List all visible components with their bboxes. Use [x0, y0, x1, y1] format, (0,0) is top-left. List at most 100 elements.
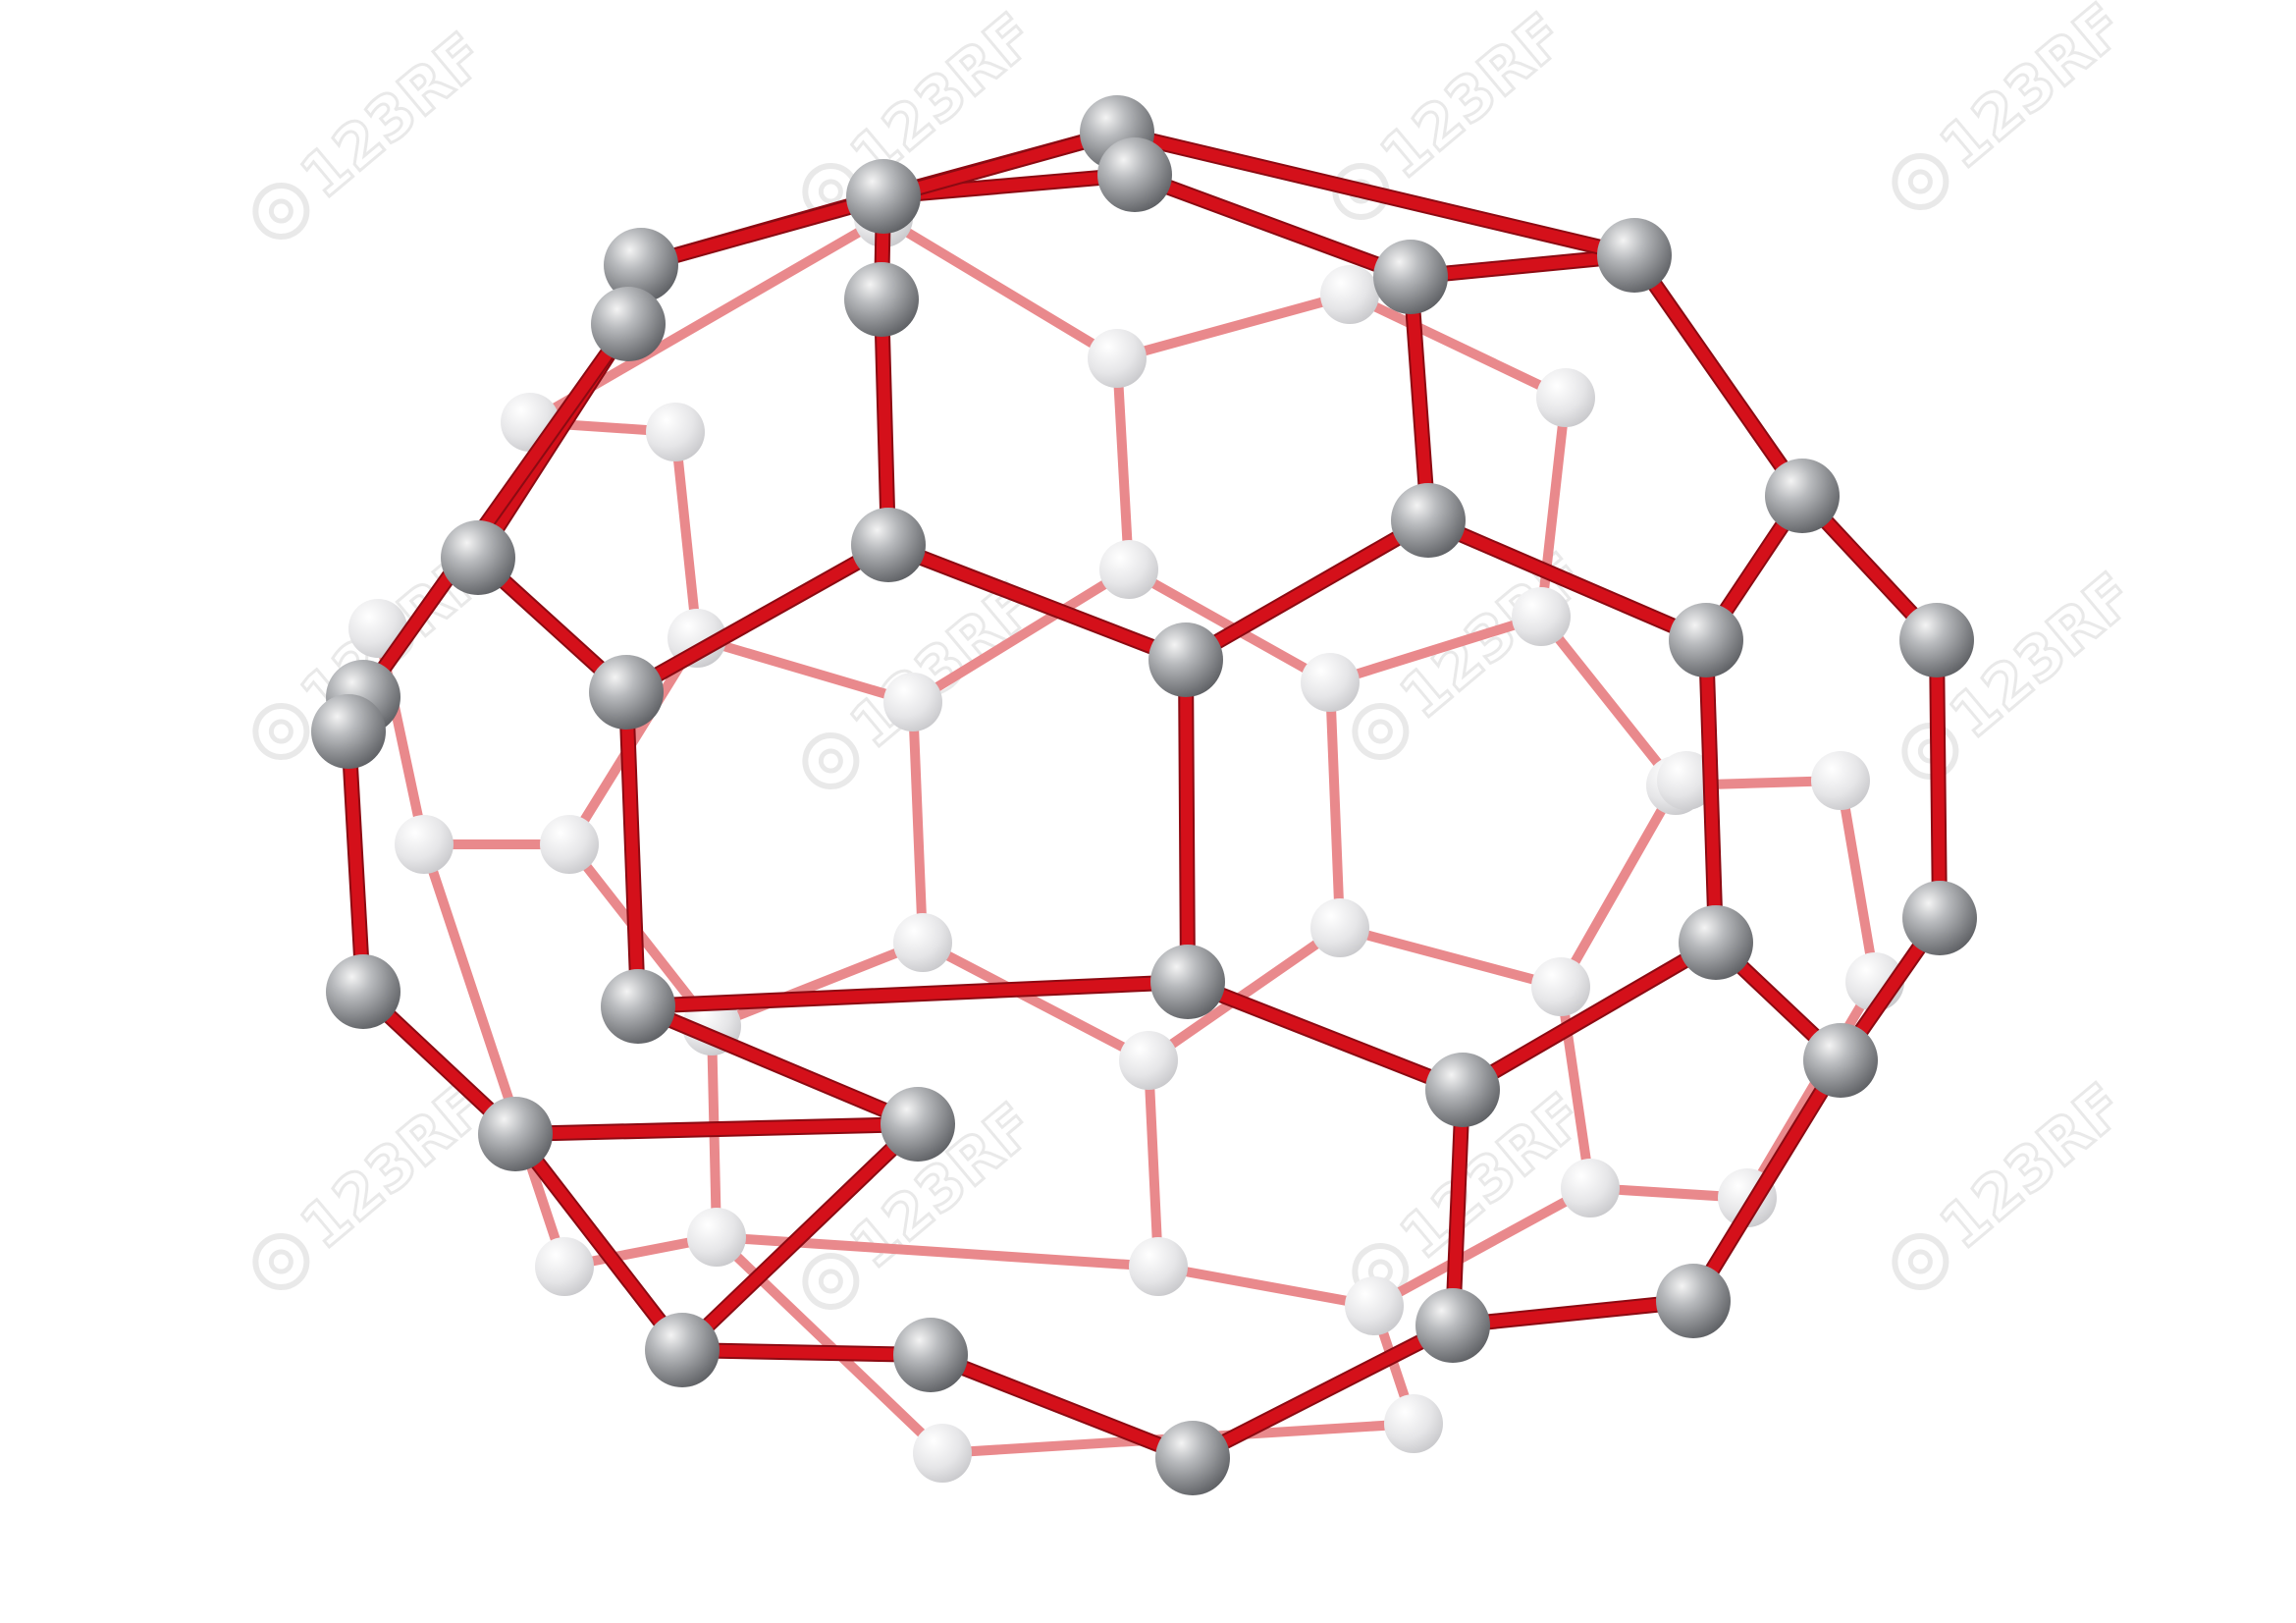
back-bond — [1325, 612, 1546, 687]
back-bond — [1742, 977, 1880, 1203]
front-atom — [846, 159, 921, 234]
back-bond — [1536, 393, 1571, 622]
back-atom — [1657, 751, 1716, 810]
front-atom — [326, 954, 400, 1029]
front-atom — [851, 508, 926, 582]
front-bond — [357, 318, 634, 703]
front-atom — [1803, 1023, 1878, 1098]
back-bond — [879, 213, 1122, 363]
front-bond — [632, 1001, 924, 1130]
front-atom — [1899, 603, 1974, 677]
front-bond — [1629, 249, 1808, 502]
back-bond — [1325, 677, 1345, 933]
front-atom — [1373, 240, 1448, 314]
camera-lens-icon — [252, 1232, 310, 1290]
back-atom — [1129, 1237, 1188, 1296]
back-bond — [670, 427, 702, 643]
back-atom — [1512, 587, 1571, 646]
front-bond — [925, 1349, 1199, 1464]
camera-lens-icon — [252, 702, 310, 760]
back-atom — [1384, 1394, 1443, 1453]
back-bond — [1836, 776, 1880, 987]
watermark: 123RF — [1901, 558, 2149, 780]
back-atom — [1531, 957, 1590, 1016]
camera-lens-icon — [1892, 1232, 1949, 1290]
back-bond — [692, 633, 918, 707]
back-atom — [1561, 1159, 1620, 1217]
watermark: 123RF — [1892, 0, 2139, 210]
back-atom — [1536, 368, 1595, 427]
back-atom — [540, 815, 599, 874]
front-bond — [1180, 654, 1194, 988]
front-atom — [1902, 881, 1977, 955]
front-bond — [509, 1118, 924, 1140]
front-bond — [1405, 271, 1434, 526]
back-atom — [687, 1208, 746, 1267]
back-atom — [1099, 540, 1158, 599]
front-bond — [343, 726, 369, 998]
front-bond — [1447, 1084, 1468, 1331]
front-bond — [620, 539, 894, 698]
watermark-label: 123RF — [1927, 0, 2138, 183]
back-atom — [1301, 653, 1360, 712]
watermark-label: 123RF — [1367, 0, 1578, 192]
back-atom — [395, 815, 454, 874]
front-atom — [1597, 218, 1672, 293]
front-atom — [1425, 1053, 1500, 1127]
front-bond — [1687, 1055, 1846, 1307]
camera-lens-icon — [802, 731, 860, 789]
front-bond — [509, 1128, 688, 1356]
back-atom — [535, 1237, 594, 1296]
front-atom — [1656, 1264, 1731, 1338]
front-atom — [881, 1087, 955, 1162]
back-bond — [1335, 923, 1566, 992]
back-bond — [1556, 982, 1595, 1193]
front-bond — [1129, 169, 1416, 283]
camera-lens-icon — [252, 182, 310, 240]
front-atom — [441, 520, 515, 595]
watermark: 123RF — [1892, 1068, 2139, 1290]
back-atom — [883, 673, 942, 731]
camera-lens-icon — [1352, 702, 1410, 760]
watermark: 123RF — [1332, 0, 1579, 220]
front-atom — [645, 1313, 720, 1387]
back-bond — [1556, 781, 1681, 992]
front-bond — [1422, 514, 1712, 646]
front-bond — [1700, 634, 1722, 948]
front-atom — [601, 969, 675, 1044]
back-bond — [419, 839, 569, 1271]
back-bond — [1536, 612, 1681, 790]
front-bond — [676, 1118, 924, 1356]
back-bond — [1369, 1183, 1595, 1311]
front-bond — [876, 294, 894, 551]
camera-lens-icon — [1892, 152, 1949, 210]
front-bond — [1405, 249, 1640, 283]
front-atom — [1155, 1421, 1230, 1495]
back-atom — [1811, 751, 1870, 810]
back-atom — [1310, 898, 1369, 957]
back-atom — [1088, 329, 1147, 388]
front-atom — [1391, 483, 1466, 558]
front-bond — [1111, 127, 1640, 261]
front-atoms — [311, 95, 1977, 1495]
back-bond — [908, 697, 928, 947]
camera-lens-icon — [802, 1252, 860, 1310]
front-atom — [591, 287, 666, 361]
front-bond — [1447, 1295, 1699, 1331]
front-bond — [1180, 514, 1434, 666]
watermark: 123RF — [252, 1068, 500, 1290]
watermark-label: 123RF — [1927, 1069, 2138, 1263]
back-atom — [1320, 265, 1379, 324]
front-atom — [893, 1318, 968, 1392]
back-bond — [1144, 923, 1345, 1065]
front-atom — [1150, 945, 1225, 1019]
front-atom — [604, 228, 678, 302]
front-bond — [1182, 976, 1468, 1096]
front-atom — [1669, 603, 1743, 677]
back-bond — [908, 565, 1134, 707]
back-bond — [1345, 290, 1571, 403]
front-bond — [620, 686, 644, 1012]
back-bond — [1112, 290, 1355, 363]
front-atom — [1415, 1288, 1490, 1363]
back-bond — [707, 938, 928, 1031]
